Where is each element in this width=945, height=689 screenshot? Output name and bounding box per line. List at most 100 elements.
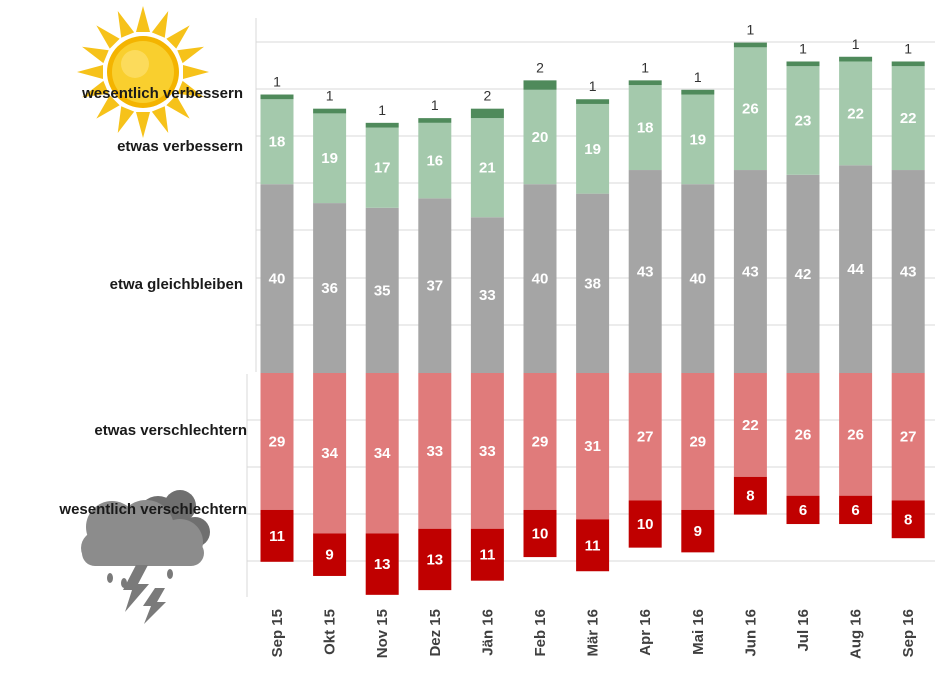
data-labels: 4018129113619134935171341337161331333212… (269, 22, 917, 574)
bar-etwa-gleichbleiben (891, 170, 925, 373)
bar-wesentlich-verschlechtern (576, 519, 610, 572)
series-label-etwas-verbessern: etwas verbessern (117, 138, 243, 155)
data-label-wesentlich-verbessern: 1 (273, 74, 281, 90)
data-label-wesentlich-verschlechtern: 8 (904, 511, 912, 528)
bars (260, 42, 925, 595)
bar-etwa-gleichbleiben (313, 203, 347, 373)
bar-wesentlich-verbessern (628, 80, 662, 86)
bar-etwas-verbessern (628, 85, 662, 171)
data-label-etwa-gleichbleiben: 43 (742, 264, 759, 281)
data-label-etwas-verschlechtern: 29 (269, 433, 286, 450)
data-label-wesentlich-verschlechtern: 11 (585, 537, 601, 554)
thundercloud-icon (81, 490, 210, 624)
bar-wesentlich-verbessern (523, 80, 557, 90)
bar-wesentlich-verschlechtern (365, 533, 399, 595)
data-label-etwas-verbessern: 18 (637, 120, 654, 137)
data-label-etwas-verbessern: 19 (321, 150, 338, 167)
data-label-etwas-verschlechtern: 33 (426, 443, 443, 460)
data-label-wesentlich-verschlechtern: 9 (325, 547, 333, 564)
bar-wesentlich-verschlechtern (891, 500, 925, 539)
sun-icon (77, 6, 209, 138)
bar-wesentlich-verschlechtern (260, 509, 294, 562)
bar-etwa-gleichbleiben (681, 184, 715, 373)
data-label-etwas-verbessern: 22 (900, 110, 917, 127)
bar-wesentlich-verschlechtern (628, 500, 662, 548)
data-label-wesentlich-verschlechtern: 13 (374, 556, 391, 573)
data-label-etwa-gleichbleiben: 37 (426, 278, 443, 295)
bar-etwa-gleichbleiben (839, 165, 873, 373)
data-label-wesentlich-verschlechtern: 6 (799, 502, 807, 519)
data-label-etwas-verbessern: 17 (374, 160, 391, 177)
category-label: Apr 16 (637, 609, 654, 656)
data-label-etwas-verschlechtern: 29 (689, 433, 706, 450)
bar-etwas-verschlechtern (523, 373, 557, 510)
data-label-etwas-verschlechtern: 33 (479, 443, 496, 460)
data-label-wesentlich-verbessern: 1 (641, 59, 649, 75)
data-label-wesentlich-verschlechtern: 10 (637, 516, 654, 533)
data-label-etwa-gleichbleiben: 40 (269, 271, 286, 288)
category-label: Dez 15 (427, 609, 444, 657)
bar-etwa-gleichbleiben (365, 207, 399, 373)
bar-wesentlich-verschlechtern (681, 509, 715, 553)
bar-etwas-verbessern (891, 66, 925, 171)
data-label-etwas-verschlechtern: 29 (532, 433, 549, 450)
data-label-etwas-verschlechtern: 34 (374, 445, 391, 462)
bar-etwa-gleichbleiben (260, 184, 294, 373)
bar-wesentlich-verschlechtern (418, 528, 452, 591)
bar-etwas-verschlechtern (418, 373, 452, 529)
bar-wesentlich-verbessern (681, 89, 715, 95)
data-label-wesentlich-verbessern: 2 (536, 59, 544, 75)
bar-etwas-verbessern (470, 118, 504, 218)
bar-etwas-verbessern (786, 66, 820, 175)
bar-etwa-gleichbleiben (576, 193, 610, 373)
data-label-etwas-verbessern: 19 (584, 141, 601, 158)
category-label: Jän 16 (479, 609, 496, 656)
category-label: Mai 16 (690, 609, 707, 655)
data-label-etwa-gleichbleiben: 43 (637, 264, 654, 281)
series-label-etwa-gleichbleiben: etwa gleichbleiben (110, 276, 243, 293)
data-label-etwa-gleichbleiben: 44 (847, 261, 864, 278)
data-label-etwa-gleichbleiben: 38 (584, 275, 601, 292)
data-label-etwas-verbessern: 22 (847, 105, 864, 122)
data-label-wesentlich-verbessern: 1 (904, 40, 912, 56)
bar-etwas-verbessern (839, 61, 873, 166)
bar-wesentlich-verbessern (365, 122, 399, 128)
category-label: Jun 16 (742, 609, 759, 657)
data-label-wesentlich-verbessern: 1 (378, 102, 386, 118)
data-label-wesentlich-verschlechtern: 11 (269, 528, 285, 545)
data-label-etwa-gleichbleiben: 35 (374, 282, 391, 299)
data-label-wesentlich-verbessern: 1 (431, 97, 439, 113)
data-label-etwa-gleichbleiben: 40 (689, 271, 706, 288)
bar-etwas-verschlechtern (628, 373, 662, 501)
series-label-wesentlich-verschlechtern: wesentlich verschlechtern (58, 501, 247, 518)
data-label-etwas-verschlechtern: 26 (847, 426, 864, 443)
data-label-etwa-gleichbleiben: 42 (795, 266, 812, 283)
series-label-wesentlich-verbessern: wesentlich verbessern (81, 85, 243, 102)
category-label: Feb 16 (532, 609, 549, 657)
data-label-wesentlich-verschlechtern: 6 (851, 502, 859, 519)
bar-etwa-gleichbleiben (470, 217, 504, 373)
data-label-etwas-verschlechtern: 34 (321, 445, 338, 462)
category-label: Okt 15 (322, 609, 339, 655)
bar-etwas-verbessern (365, 127, 399, 208)
data-label-etwa-gleichbleiben: 33 (479, 287, 496, 304)
data-label-wesentlich-verschlechtern: 10 (532, 525, 549, 542)
bar-etwa-gleichbleiben (733, 170, 767, 373)
bar-wesentlich-verschlechtern (470, 528, 504, 581)
data-label-wesentlich-verbessern: 1 (747, 22, 755, 38)
data-label-wesentlich-verschlechtern: 8 (746, 488, 754, 505)
data-label-etwas-verschlechtern: 27 (637, 429, 654, 446)
data-label-etwas-verbessern: 18 (269, 134, 286, 151)
data-label-wesentlich-verschlechtern: 11 (479, 547, 495, 564)
bar-etwa-gleichbleiben (628, 170, 662, 373)
bar-wesentlich-verschlechtern (839, 495, 873, 525)
data-label-etwa-gleichbleiben: 43 (900, 264, 917, 281)
bar-wesentlich-verbessern (418, 118, 452, 123)
data-label-etwas-verbessern: 23 (795, 112, 812, 129)
series-label-etwas-verschlechtern: etwas verschlechtern (94, 422, 247, 439)
data-label-wesentlich-verbessern: 1 (694, 69, 702, 85)
bar-etwa-gleichbleiben (786, 174, 820, 373)
data-label-etwa-gleichbleiben: 40 (532, 271, 549, 288)
bar-etwa-gleichbleiben (418, 198, 452, 373)
